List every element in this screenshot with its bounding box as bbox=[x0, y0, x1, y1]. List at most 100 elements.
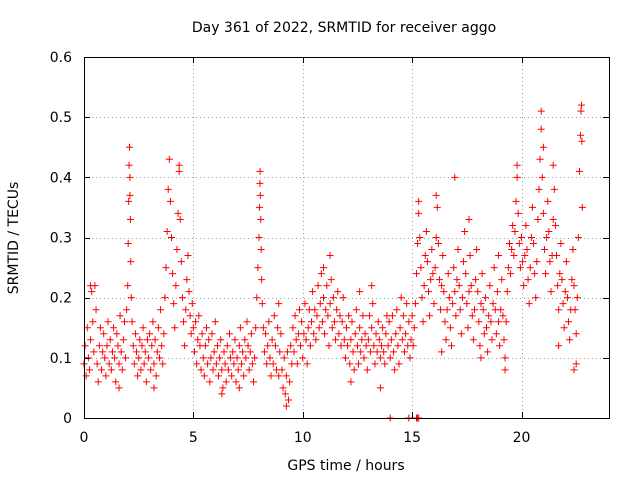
data-point bbox=[291, 312, 299, 320]
data-point bbox=[174, 209, 182, 217]
data-point bbox=[217, 336, 225, 344]
data-point bbox=[426, 312, 434, 320]
data-point bbox=[271, 342, 279, 350]
data-point bbox=[386, 354, 394, 362]
data-point bbox=[293, 360, 301, 368]
data-point bbox=[476, 342, 484, 350]
data-point bbox=[138, 342, 146, 350]
data-point bbox=[93, 360, 101, 368]
data-point bbox=[509, 221, 517, 229]
data-point bbox=[406, 354, 414, 362]
data-point bbox=[184, 252, 192, 260]
data-point bbox=[504, 264, 512, 272]
data-point bbox=[441, 318, 449, 326]
data-point bbox=[475, 318, 483, 326]
data-point bbox=[147, 366, 155, 374]
data-point bbox=[409, 342, 417, 350]
data-point bbox=[205, 336, 213, 344]
data-point bbox=[289, 324, 297, 332]
data-point bbox=[450, 264, 458, 272]
data-point bbox=[421, 252, 429, 260]
data-point bbox=[298, 318, 306, 326]
data-point bbox=[385, 318, 393, 326]
data-point bbox=[235, 384, 243, 392]
data-point bbox=[240, 372, 248, 380]
data-point bbox=[235, 342, 243, 350]
data-point bbox=[358, 336, 366, 344]
data-point bbox=[304, 324, 312, 332]
data-point bbox=[492, 330, 500, 338]
data-point bbox=[324, 312, 332, 320]
data-point bbox=[461, 227, 469, 235]
data-point bbox=[140, 360, 148, 368]
data-point bbox=[573, 294, 581, 302]
y-axis-label: SRMTID / TECUs bbox=[6, 182, 22, 295]
data-point bbox=[168, 234, 175, 241]
data-point bbox=[376, 354, 384, 362]
data-point bbox=[432, 234, 440, 241]
data-point bbox=[129, 342, 137, 350]
data-point bbox=[117, 348, 125, 356]
data-point bbox=[530, 240, 538, 248]
data-point bbox=[133, 348, 140, 356]
data-point bbox=[263, 360, 271, 368]
data-point bbox=[141, 348, 149, 356]
data-point bbox=[498, 276, 506, 284]
data-point bbox=[234, 366, 242, 374]
data-point bbox=[362, 342, 370, 350]
data-point bbox=[376, 384, 384, 392]
data-point bbox=[247, 330, 255, 338]
data-point bbox=[400, 348, 408, 356]
data-point bbox=[338, 318, 346, 326]
data-point bbox=[486, 282, 494, 290]
data-point bbox=[520, 282, 528, 290]
data-point bbox=[417, 264, 425, 272]
data-point bbox=[445, 294, 453, 302]
data-point bbox=[100, 330, 108, 338]
data-point bbox=[114, 342, 122, 350]
data-point bbox=[236, 324, 244, 332]
data-point bbox=[561, 288, 569, 296]
data-point bbox=[181, 342, 189, 350]
data-point bbox=[352, 306, 360, 314]
data-point bbox=[127, 294, 135, 302]
data-point bbox=[187, 330, 195, 338]
data-point bbox=[258, 300, 266, 308]
data-point bbox=[209, 366, 217, 374]
data-point bbox=[512, 197, 520, 205]
data-point bbox=[558, 276, 566, 284]
data-point bbox=[356, 324, 364, 332]
data-point bbox=[215, 372, 223, 380]
data-point bbox=[213, 342, 221, 350]
data-point bbox=[92, 306, 100, 314]
data-points bbox=[80, 101, 586, 422]
data-point bbox=[82, 372, 90, 380]
data-point bbox=[571, 306, 579, 314]
data-point bbox=[556, 270, 564, 278]
data-point bbox=[484, 348, 492, 356]
data-point bbox=[434, 240, 442, 248]
data-point bbox=[155, 354, 163, 362]
data-point bbox=[292, 336, 300, 344]
data-point bbox=[443, 306, 451, 314]
data-point bbox=[572, 330, 580, 338]
data-point bbox=[103, 342, 111, 350]
data-point bbox=[397, 294, 405, 302]
data-point bbox=[523, 246, 531, 254]
data-point bbox=[462, 270, 470, 278]
data-point bbox=[415, 209, 423, 217]
data-point bbox=[444, 270, 452, 278]
data-point bbox=[85, 366, 93, 374]
data-point bbox=[264, 342, 272, 350]
data-point bbox=[87, 336, 95, 344]
data-point bbox=[501, 366, 509, 374]
data-point bbox=[303, 360, 311, 368]
data-point bbox=[402, 330, 410, 338]
data-point bbox=[396, 324, 404, 332]
data-point bbox=[570, 366, 578, 374]
data-point bbox=[316, 300, 324, 308]
data-point bbox=[146, 330, 154, 338]
data-point bbox=[124, 240, 132, 248]
data-point bbox=[270, 312, 278, 320]
data-point bbox=[254, 264, 262, 272]
